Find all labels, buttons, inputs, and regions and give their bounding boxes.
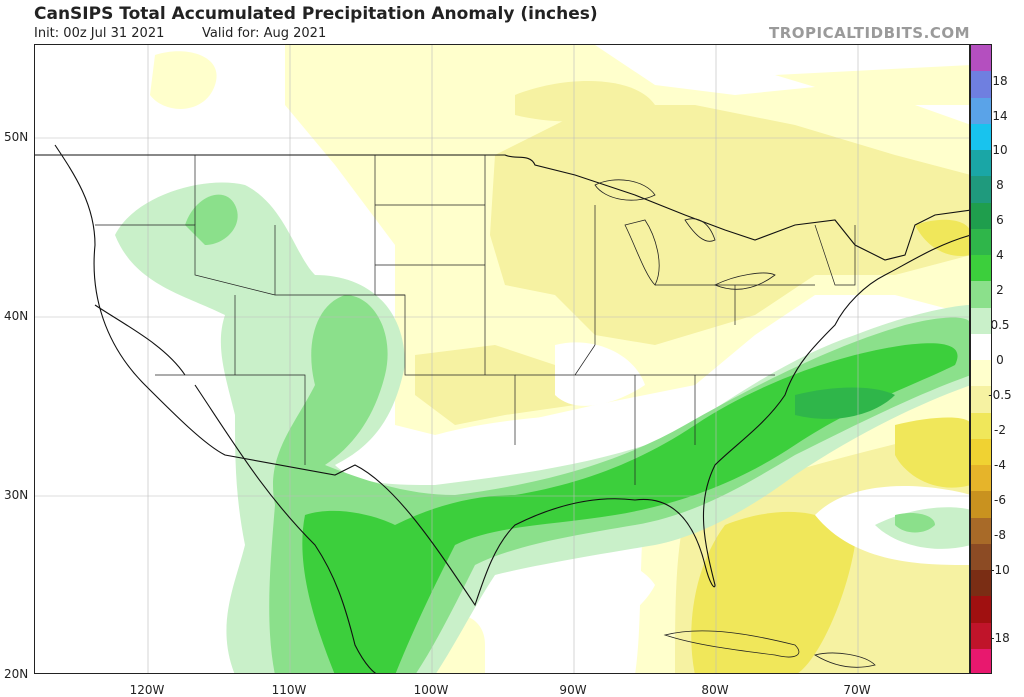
colorbar-swatch	[971, 517, 991, 545]
state-borders	[95, 155, 856, 485]
colorbar-label: -18	[990, 631, 1010, 645]
colorbar-swatch	[971, 150, 991, 177]
colorbar-swatch	[971, 333, 991, 361]
lon-label: 120W	[129, 683, 165, 697]
colorbar-label: 18	[992, 74, 1008, 88]
colorbar-swatch	[971, 438, 991, 466]
map-title: CanSIPS Total Accumulated Precipitation …	[34, 4, 598, 24]
lon-label: 110W	[271, 683, 307, 697]
colorbar-swatch	[971, 491, 991, 518]
colorbar-swatch	[971, 386, 991, 413]
caribbean-islands	[663, 630, 876, 668]
colorbar-swatch	[971, 228, 991, 256]
lon-label: 100W	[413, 683, 449, 697]
colorbar-swatch	[971, 543, 991, 571]
graticule	[35, 45, 969, 673]
colorbar-swatch	[971, 176, 991, 203]
colorbar-swatch	[971, 255, 991, 282]
colorbar-swatch	[971, 123, 991, 151]
colorbar-label: 0	[996, 353, 1004, 367]
lat-label: 20N	[4, 667, 29, 681]
colorbar-label: 10	[992, 143, 1008, 157]
colorbar-label: -0.5	[988, 388, 1012, 402]
precipitation-anomaly-map	[34, 44, 970, 674]
colorbar-label: -2	[994, 423, 1006, 437]
colorbar-swatch	[971, 97, 991, 125]
brand-watermark: TROPICALTIDBITS.COM	[769, 24, 970, 42]
colorbar-label: 6	[996, 213, 1004, 227]
colorbar-swatch	[971, 202, 991, 230]
anomaly-fill-bright-green	[302, 343, 958, 673]
anomaly-fill-neutral	[405, 342, 969, 638]
colorbar-label: 2	[996, 283, 1004, 297]
colorbar-swatch	[971, 596, 991, 623]
colorbar-label: 8	[996, 178, 1004, 192]
lat-label: 30N	[4, 488, 29, 502]
lon-label: 80W	[701, 683, 729, 697]
map-svg	[35, 45, 969, 673]
colorbar-label: -6	[994, 493, 1006, 507]
anomaly-fill-dark-green	[795, 387, 895, 419]
colorbar-label: 4	[996, 248, 1004, 262]
colorbar-swatch	[971, 412, 991, 440]
lon-label: 90W	[559, 683, 587, 697]
colorbar-swatch	[971, 360, 991, 387]
great-lakes	[594, 179, 776, 290]
colorbar-swatch	[971, 281, 991, 308]
lon-label: 70W	[843, 683, 871, 697]
colorbar-swatch	[971, 570, 991, 597]
colorbar-swatch	[971, 45, 991, 72]
colorbar-label: -8	[994, 528, 1006, 542]
colorbar-swatch	[971, 648, 991, 673]
lat-label: 50N	[4, 130, 29, 144]
colorbar-swatch	[971, 307, 991, 335]
colorbar-label: -4	[994, 458, 1006, 472]
colorbar-swatch	[971, 71, 991, 98]
valid-time: Valid for: Aug 2021	[202, 26, 327, 41]
colorbar-swatch	[971, 622, 991, 650]
colorbar-label: -10	[990, 563, 1010, 577]
country-borders	[35, 144, 969, 673]
init-time: Init: 00z Jul 31 2021	[34, 26, 165, 41]
lat-label: 40N	[4, 309, 29, 323]
colorbar-swatch	[971, 465, 991, 492]
colorbar-label: 0.5	[990, 318, 1010, 332]
colorbar	[970, 44, 992, 674]
colorbar-label: 14	[992, 109, 1008, 123]
